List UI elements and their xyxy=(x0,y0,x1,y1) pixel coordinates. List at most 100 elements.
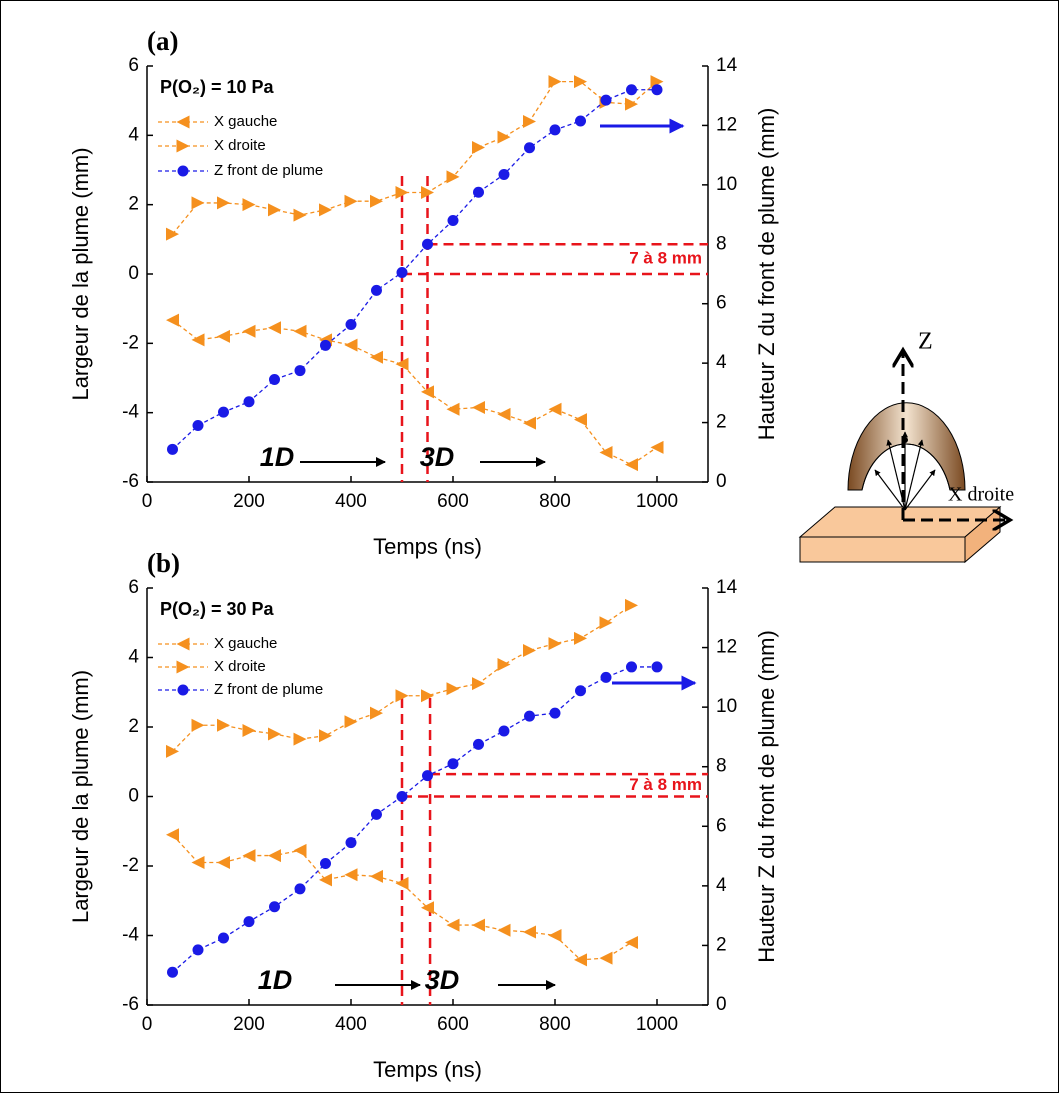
point xyxy=(524,142,535,154)
y2-tick-label: 6 xyxy=(716,815,727,836)
y2-tick-label: 14 xyxy=(716,55,738,76)
point xyxy=(524,710,535,722)
x-tick-label: 200 xyxy=(233,1014,265,1035)
y2-tick-label: 2 xyxy=(716,934,727,955)
point xyxy=(651,84,663,96)
reference-label: 7 à 8 mm xyxy=(629,249,702,268)
point xyxy=(320,339,331,351)
y2-tick-label: 4 xyxy=(716,875,727,896)
point xyxy=(473,186,484,198)
y-tick-label: -2 xyxy=(122,332,139,353)
legend-marker xyxy=(176,637,190,651)
point xyxy=(344,715,358,729)
point xyxy=(625,598,638,612)
point xyxy=(446,918,460,932)
y2-tick-label: 12 xyxy=(716,637,737,658)
y-tick-label: 6 xyxy=(128,55,139,76)
y2-tick-label: 2 xyxy=(716,412,727,433)
legend-label: X gauche xyxy=(214,635,277,652)
point xyxy=(599,446,613,460)
legend-title: P(O₂) = 30 Pa xyxy=(160,599,275,619)
point xyxy=(473,738,484,750)
point xyxy=(293,843,307,857)
schematic: Z X droite xyxy=(798,329,1014,564)
y-tick-label: -2 xyxy=(122,855,139,876)
point xyxy=(447,215,459,227)
point xyxy=(320,858,331,870)
x-tick-label: 800 xyxy=(539,1014,571,1035)
y-axis-label: Largeur de la plume (mm) xyxy=(68,670,93,923)
legend-label: X gauche xyxy=(214,113,277,130)
x-axis-label: Temps (ns) xyxy=(373,534,482,559)
region-label: 1D xyxy=(258,965,293,995)
point xyxy=(319,203,332,217)
legend-label: Z front de plume xyxy=(214,162,323,179)
point xyxy=(650,75,664,89)
point xyxy=(294,365,306,377)
point xyxy=(548,402,562,416)
point xyxy=(192,420,204,432)
y2-tick-label: 6 xyxy=(716,293,727,314)
y-tick-label: 0 xyxy=(128,263,139,284)
point xyxy=(370,194,383,208)
point xyxy=(421,385,434,399)
point xyxy=(574,413,587,427)
x-tick-label: 1000 xyxy=(636,1014,678,1035)
point xyxy=(625,97,638,111)
point xyxy=(549,124,561,136)
point xyxy=(396,267,408,279)
y2-tick-label: 0 xyxy=(716,994,727,1015)
point xyxy=(422,238,433,250)
point xyxy=(370,869,383,883)
legend-marker xyxy=(177,165,189,177)
point xyxy=(371,808,382,820)
region-label: 3D xyxy=(425,965,460,995)
point xyxy=(625,935,638,949)
point xyxy=(396,791,408,802)
point xyxy=(575,115,586,127)
point xyxy=(395,876,409,890)
point xyxy=(344,868,358,882)
point xyxy=(371,284,382,296)
x-axis-label: Temps (ns) xyxy=(373,1057,482,1082)
point xyxy=(191,718,205,732)
x-tick-label: 200 xyxy=(233,491,265,512)
point xyxy=(166,227,179,241)
x-tick-label: 1000 xyxy=(636,491,678,512)
x-tick-label: 800 xyxy=(539,491,571,512)
point xyxy=(395,689,409,703)
y-axis-label: Largeur de la plume (mm) xyxy=(68,147,93,400)
series-line xyxy=(172,319,658,466)
point xyxy=(268,321,281,335)
panel-label: (b) xyxy=(147,548,180,578)
point xyxy=(421,901,434,915)
point xyxy=(421,186,434,200)
point xyxy=(421,689,434,703)
point xyxy=(191,196,205,210)
point xyxy=(625,458,638,472)
point xyxy=(217,718,230,732)
point xyxy=(472,918,485,932)
legend-label: Z front de plume xyxy=(214,681,323,698)
point xyxy=(167,443,178,455)
point xyxy=(167,966,178,978)
point xyxy=(523,416,536,430)
y-tick-label: 4 xyxy=(128,647,139,668)
y-tick-label: 0 xyxy=(128,786,139,807)
y2-axis-label: Hauteur Z du front de plume (mm) xyxy=(754,630,779,963)
point xyxy=(344,194,358,208)
point xyxy=(498,168,510,180)
point xyxy=(447,758,459,770)
point xyxy=(293,324,307,338)
point xyxy=(549,707,561,719)
x-tick-label: 0 xyxy=(142,491,153,512)
point xyxy=(319,729,332,743)
point xyxy=(498,725,510,737)
legend-label: X droite xyxy=(214,658,266,675)
region-label: 3D xyxy=(420,442,455,472)
point xyxy=(497,130,511,144)
y2-tick-label: 8 xyxy=(716,756,727,777)
point xyxy=(599,951,613,965)
point xyxy=(242,198,256,212)
y-tick-label: 4 xyxy=(128,124,139,145)
